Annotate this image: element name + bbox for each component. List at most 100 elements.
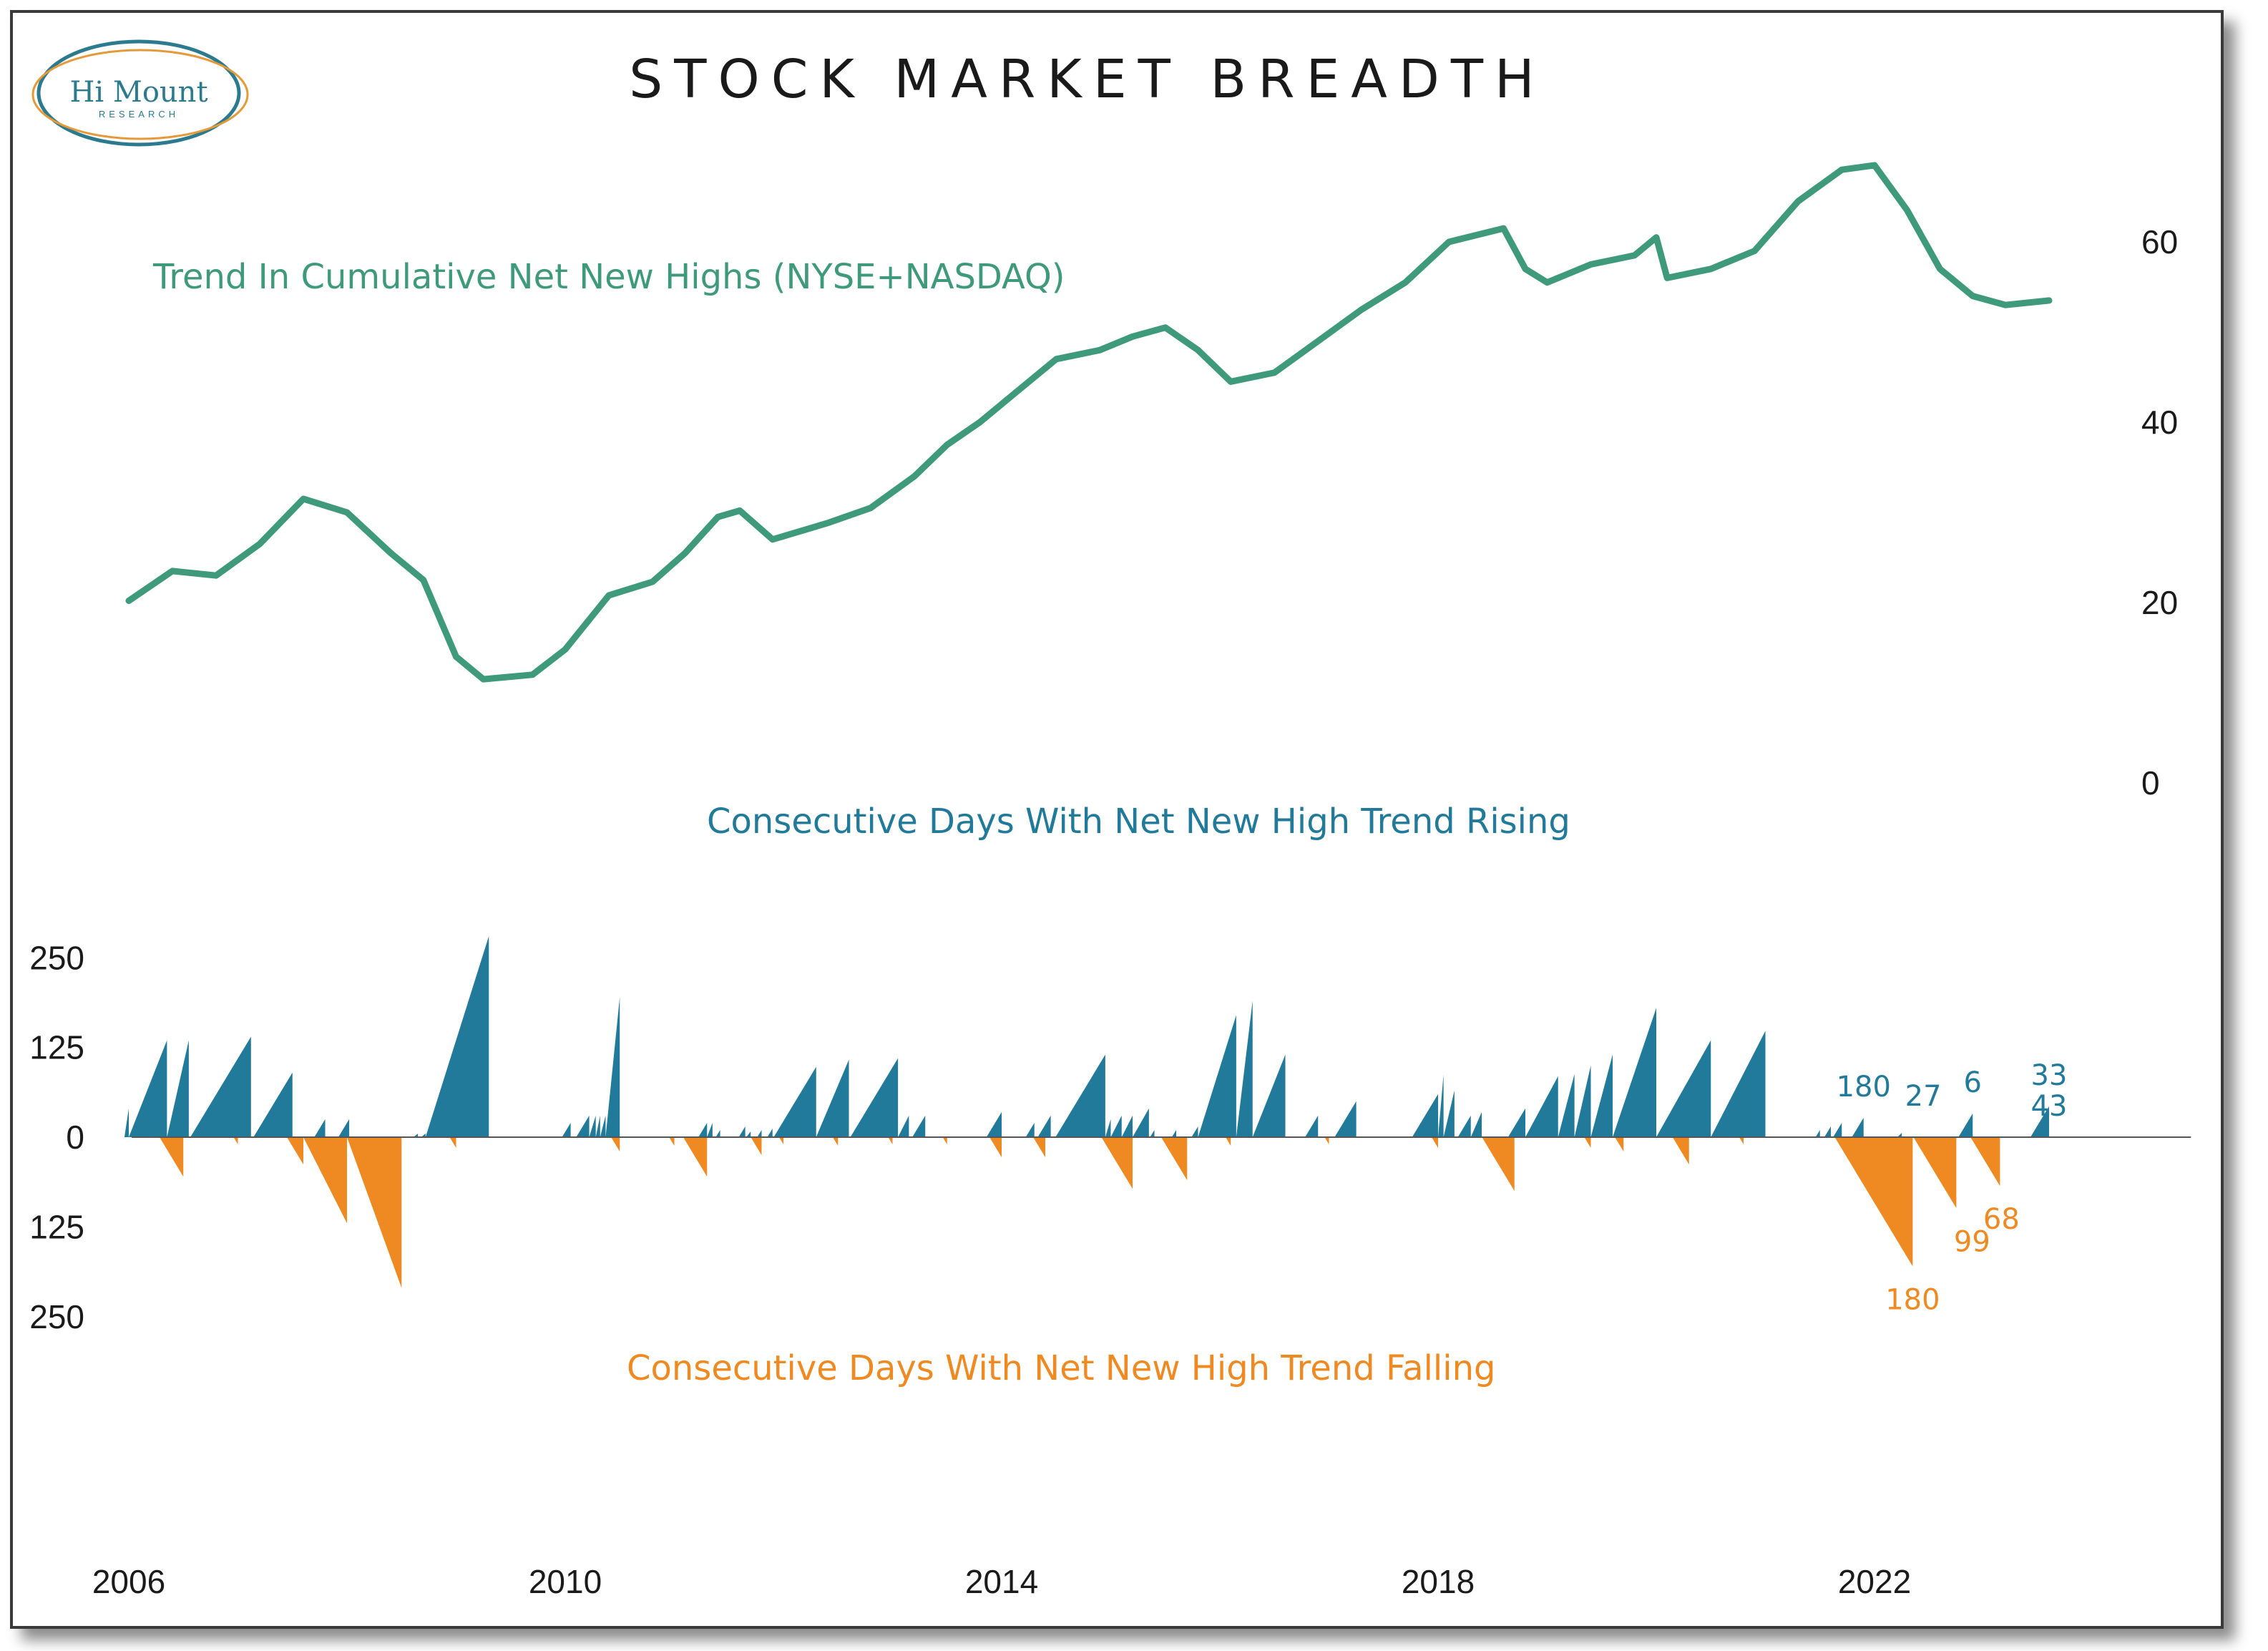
- rising-run-7: [414, 1133, 419, 1137]
- data-label: 99: [1954, 1225, 1990, 1258]
- left-tick-label: 250: [29, 1298, 84, 1335]
- x-axis-ticks: 2006 2010 2014 2018 2022: [92, 1563, 1911, 1600]
- x-tick-label: 2006: [92, 1563, 165, 1600]
- falling-run-18: [1225, 1137, 1231, 1146]
- falling-run-23: [1615, 1137, 1624, 1152]
- falling-run-5: [449, 1137, 456, 1149]
- falling-run-8: [683, 1137, 708, 1177]
- rising-run-8: [421, 1133, 426, 1137]
- trend-label: Trend In Cumulative Net New Highs (NYSE+…: [152, 257, 1065, 297]
- rising-run-40: [1236, 1000, 1253, 1137]
- logo-subtitle: RESEARCH: [99, 109, 179, 120]
- rising-run-35: [1133, 1108, 1149, 1137]
- rising-series: [124, 936, 2049, 1137]
- rising-run-25: [850, 1058, 899, 1137]
- rising-run-62: [1958, 1113, 1973, 1137]
- left-tick-label: 250: [29, 939, 84, 976]
- rising-run-41: [1252, 1054, 1286, 1137]
- falling-run-15: [1033, 1137, 1045, 1158]
- logo-ring-outer: [36, 39, 241, 147]
- rising-run-56: [1711, 1031, 1766, 1137]
- falling-run-3: [303, 1137, 347, 1224]
- rising-run-11: [576, 1115, 590, 1137]
- rising-run-61: [1897, 1132, 1902, 1137]
- rising-run-48: [1470, 1111, 1482, 1137]
- rising-run-57: [1815, 1129, 1820, 1137]
- rising-run-36: [1150, 1129, 1155, 1137]
- rising-run-9: [425, 936, 489, 1137]
- rising-run-13: [595, 1115, 600, 1137]
- rising-run-23: [773, 1066, 816, 1137]
- x-tick-label: 2022: [1838, 1563, 1911, 1600]
- falling-run-4: [347, 1137, 402, 1288]
- rising-run-24: [816, 1059, 849, 1137]
- rising-run-19: [738, 1126, 746, 1137]
- data-label: 6: [1964, 1066, 1982, 1099]
- x-tick-label: 2010: [529, 1563, 602, 1600]
- data-label: 180: [1837, 1071, 1891, 1104]
- rising-run-32: [1105, 1119, 1111, 1137]
- falling-run-11: [832, 1137, 839, 1146]
- rising-run-43: [1334, 1101, 1357, 1137]
- rising-run-18: [715, 1129, 720, 1137]
- x-tick-label: 2018: [1402, 1563, 1475, 1600]
- falling-run-28: [1970, 1137, 2000, 1187]
- data-label: 68: [1983, 1203, 2020, 1236]
- rising-run-58: [1824, 1126, 1831, 1137]
- left-tick-label: 125: [29, 1029, 84, 1066]
- rising-run-52: [1574, 1065, 1591, 1137]
- x-tick-label: 2014: [965, 1563, 1038, 1600]
- falling-run-7: [669, 1137, 675, 1146]
- rising-run-63: [2030, 1106, 2049, 1137]
- falling-run-9: [751, 1137, 762, 1156]
- data-label: 33: [2031, 1059, 2068, 1092]
- left-tick-label: 0: [66, 1119, 84, 1156]
- falling-run-16: [1101, 1137, 1133, 1189]
- rising-run-38: [1191, 1126, 1198, 1137]
- trend-series: [125, 162, 2053, 683]
- rising-run-17: [707, 1122, 713, 1137]
- falling-run-24: [1672, 1137, 1689, 1165]
- trend-line: [125, 162, 2053, 683]
- right-tick-label: 0: [2141, 764, 2160, 802]
- falling-run-20: [1431, 1137, 1438, 1149]
- rising-run-22: [767, 1128, 773, 1137]
- rising-run-14: [600, 1115, 606, 1137]
- rising-run-15: [605, 997, 620, 1137]
- data-label: 43: [2031, 1090, 2068, 1123]
- rising-run-34: [1121, 1115, 1133, 1137]
- rising-run-20: [746, 1131, 751, 1137]
- falling-run-26: [1834, 1137, 1913, 1267]
- falling-run-21: [1482, 1137, 1515, 1192]
- rising-run-5: [314, 1119, 326, 1137]
- rising-run-46: [1443, 1090, 1455, 1137]
- rising-run-28: [986, 1111, 1002, 1137]
- falling-label: Consecutive Days With Net New High Trend…: [627, 1348, 1495, 1388]
- rising-run-33: [1110, 1115, 1122, 1137]
- rising-run-3: [190, 1036, 251, 1137]
- rising-run-51: [1558, 1073, 1575, 1137]
- left-tick-label: 125: [29, 1208, 84, 1245]
- falling-run-27: [1913, 1137, 1957, 1209]
- rising-run-47: [1457, 1115, 1471, 1137]
- rising-run-29: [1025, 1122, 1035, 1137]
- falling-run-25: [1739, 1137, 1744, 1145]
- chart-frame: Hi Mount RESEARCH STOCK MARKET BREADTH T…: [10, 10, 2224, 1629]
- rising-run-10: [562, 1122, 571, 1137]
- logo-ring-inner: [31, 49, 249, 140]
- data-label: 180: [1885, 1284, 1940, 1317]
- falling-run-19: [1324, 1137, 1329, 1145]
- falling-run-1: [233, 1137, 238, 1145]
- falling-run-2: [287, 1137, 303, 1165]
- right-tick-label: 40: [2141, 404, 2178, 441]
- rising-run-45: [1438, 1074, 1444, 1137]
- rising-run-26: [898, 1115, 909, 1137]
- logo: Hi Mount RESEARCH: [31, 39, 249, 147]
- rising-run-55: [1656, 1040, 1711, 1137]
- rising-run-59: [1833, 1122, 1842, 1137]
- left-axis-ticks: 250 125 0 125 250: [29, 939, 84, 1335]
- rising-run-0: [124, 1108, 129, 1137]
- falling-run-22: [1584, 1137, 1591, 1149]
- right-tick-label: 20: [2141, 584, 2178, 621]
